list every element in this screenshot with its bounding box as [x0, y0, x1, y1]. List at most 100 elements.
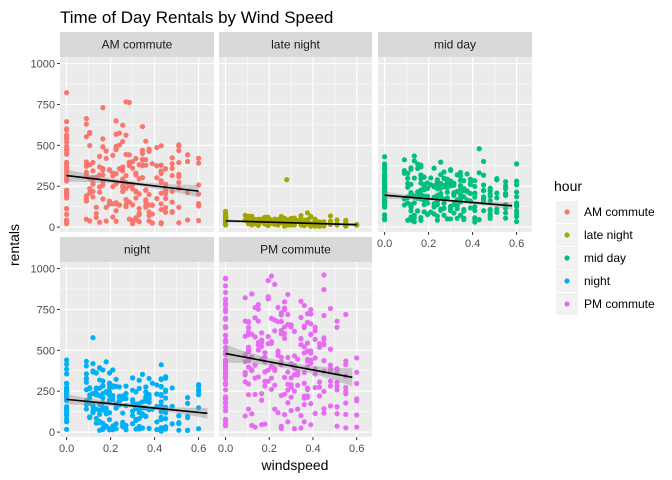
data-point	[222, 213, 229, 219]
facet-panel: night 0 250 500 750 1000 0.0 0.2 0.4 0.6	[31, 237, 214, 455]
data-point	[106, 167, 113, 173]
data-point	[143, 197, 149, 203]
legend-marker	[564, 255, 570, 261]
data-point	[100, 144, 106, 150]
data-point	[461, 208, 467, 214]
data-point	[321, 410, 327, 416]
data-point	[196, 191, 202, 197]
data-point	[285, 400, 291, 406]
data-point	[268, 363, 275, 369]
data-point	[262, 217, 268, 223]
data-point	[308, 307, 314, 313]
data-point	[222, 289, 229, 296]
chart-title: Time of Day Rentals by Wind Speed	[60, 8, 333, 27]
data-point	[242, 413, 248, 419]
data-point	[503, 179, 509, 185]
data-point	[382, 217, 388, 223]
data-point	[334, 387, 340, 393]
facet-panels: AM commute 0 250 500 750 1000 late night mid da…	[31, 32, 532, 455]
data-point	[163, 195, 169, 202]
data-point	[334, 324, 340, 330]
data-point	[467, 205, 473, 211]
data-point	[278, 327, 284, 333]
data-point	[113, 131, 119, 137]
data-point	[64, 195, 70, 201]
data-point	[312, 324, 318, 330]
data-point	[133, 217, 139, 223]
data-point	[90, 361, 96, 367]
data-point	[100, 407, 106, 413]
data-point	[252, 391, 258, 397]
data-point	[163, 416, 169, 422]
data-point	[97, 164, 103, 170]
data-point	[401, 157, 407, 163]
data-point	[411, 212, 417, 218]
data-point	[291, 328, 298, 335]
y-tick-label: 0	[49, 427, 55, 439]
data-point	[222, 283, 229, 289]
data-point	[222, 300, 229, 306]
data-point	[434, 217, 440, 223]
data-point	[245, 406, 252, 412]
data-point	[259, 390, 265, 397]
data-point	[467, 180, 473, 186]
data-point	[252, 305, 258, 311]
data-point	[93, 385, 99, 391]
data-point	[196, 388, 202, 395]
data-point	[146, 425, 152, 431]
data-point	[444, 189, 450, 195]
data-point	[268, 386, 275, 392]
data-point	[457, 169, 464, 176]
data-point	[308, 348, 314, 354]
data-point	[185, 427, 191, 433]
data-point	[291, 353, 298, 359]
data-point	[163, 375, 169, 381]
data-point	[268, 273, 275, 279]
data-point	[288, 394, 294, 400]
data-point	[487, 185, 493, 191]
data-point	[169, 385, 175, 391]
data-point	[514, 203, 520, 209]
data-point	[222, 380, 229, 386]
data-point	[158, 162, 164, 168]
data-point	[301, 380, 307, 386]
data-point	[343, 362, 349, 368]
data-point	[316, 341, 323, 347]
data-point	[64, 139, 70, 145]
data-point	[222, 332, 229, 338]
data-point	[176, 427, 182, 433]
data-point	[93, 214, 99, 221]
data-point	[304, 340, 311, 346]
data-point	[116, 142, 122, 148]
data-point	[354, 355, 360, 361]
data-point	[158, 416, 164, 422]
data-point	[421, 174, 427, 180]
facet-strip-label: PM commute	[260, 243, 331, 257]
data-point	[316, 393, 323, 399]
data-point	[103, 155, 109, 162]
data-point	[448, 206, 454, 212]
data-point	[222, 348, 229, 355]
data-point	[281, 306, 288, 313]
trend-line	[225, 352, 353, 379]
data-point	[343, 311, 349, 318]
data-point	[467, 190, 473, 197]
data-point	[185, 190, 191, 196]
data-point	[158, 168, 164, 174]
data-point	[312, 355, 318, 361]
x-tick-label: 0.4	[465, 238, 480, 250]
panel-background	[219, 57, 372, 232]
data-point	[262, 350, 268, 356]
data-point	[327, 346, 334, 352]
data-point	[454, 203, 460, 209]
data-point	[494, 190, 500, 196]
data-point	[343, 425, 349, 431]
data-point	[255, 347, 261, 353]
data-point	[487, 193, 493, 199]
data-point	[242, 379, 248, 385]
data-point	[415, 208, 421, 214]
data-point	[411, 153, 417, 159]
data-point	[64, 366, 70, 372]
data-point	[275, 319, 281, 325]
data-point	[298, 342, 304, 348]
